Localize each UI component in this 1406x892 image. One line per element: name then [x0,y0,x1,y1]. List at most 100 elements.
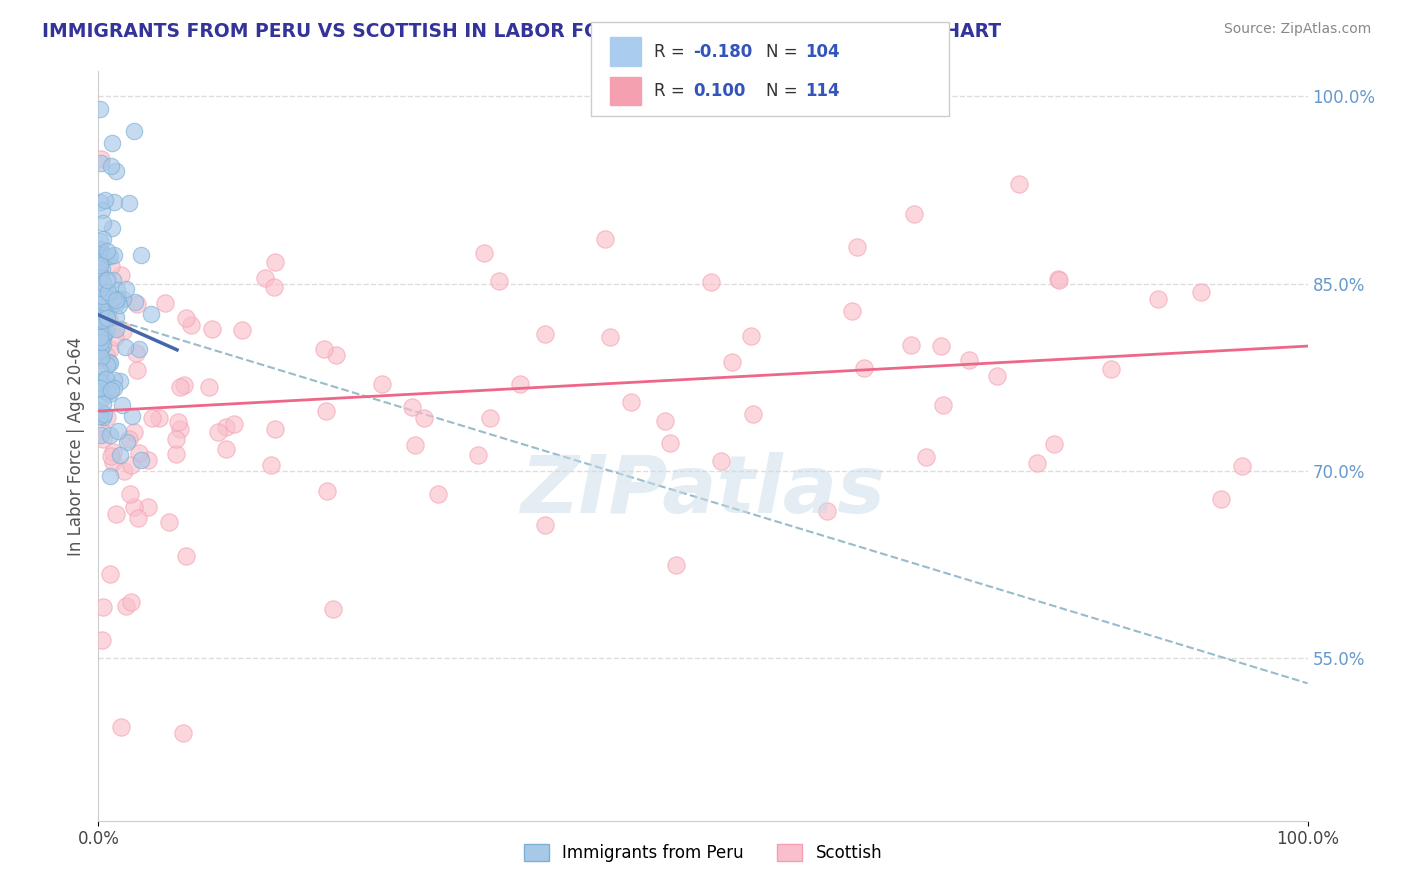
Scottish [467,448,489,462]
Immigrants from Peru [128,342,150,356]
Immigrants from Peru [103,373,125,387]
Scottish [742,407,765,421]
Scottish [91,352,114,367]
Immigrants from Peru [89,301,111,315]
Scottish [118,487,141,501]
Immigrants from Peru [98,292,121,306]
Immigrants from Peru [93,407,115,421]
Scottish [90,424,112,438]
Scottish [710,453,733,467]
Immigrants from Peru [96,272,118,286]
Scottish [124,425,146,440]
Scottish [100,449,122,463]
Scottish [853,361,876,376]
Scottish [91,632,114,647]
Scottish [314,342,336,356]
Scottish [174,311,197,326]
Scottish [815,504,838,518]
Immigrants from Peru [90,427,112,442]
Scottish [413,410,436,425]
Scottish [120,595,142,609]
Scottish [90,153,112,167]
Immigrants from Peru [103,273,125,287]
Scottish [509,376,531,391]
Immigrants from Peru [91,397,114,411]
Scottish [401,400,423,414]
Immigrants from Peru [94,193,117,207]
Immigrants from Peru [89,258,111,272]
Scottish [721,354,744,368]
Scottish [1099,361,1122,376]
Scottish [176,549,198,564]
Scottish [215,442,238,456]
Immigrants from Peru [108,298,131,312]
Text: R =: R = [654,82,690,100]
Immigrants from Peru [98,387,121,401]
Scottish [841,304,863,318]
Scottish [654,414,676,428]
Immigrants from Peru [96,244,118,259]
Scottish [104,507,127,521]
Scottish [136,500,159,514]
Immigrants from Peru [89,343,111,357]
Immigrants from Peru [89,403,111,417]
Immigrants from Peru [89,244,111,259]
Immigrants from Peru [98,356,121,370]
Scottish [120,458,142,472]
Scottish [1026,456,1049,470]
Text: 114: 114 [806,82,841,100]
Immigrants from Peru [91,203,114,218]
Immigrants from Peru [108,375,131,389]
Text: N =: N = [766,82,803,100]
Scottish [110,268,132,282]
Scottish [96,410,118,425]
Immigrants from Peru [96,385,118,400]
Immigrants from Peru [103,291,125,305]
Immigrants from Peru [100,160,122,174]
Scottish [173,378,195,392]
Scottish [1047,273,1070,287]
Scottish [699,275,721,289]
Immigrants from Peru [98,249,121,263]
Immigrants from Peru [107,424,129,438]
Scottish [426,486,449,500]
Scottish [169,422,191,436]
Immigrants from Peru [111,398,134,412]
Immigrants from Peru [89,409,111,423]
Scottish [125,297,148,311]
Scottish [620,395,643,409]
Immigrants from Peru [94,310,117,325]
Immigrants from Peru [97,285,120,299]
Scottish [254,271,277,285]
Scottish [1043,436,1066,450]
Scottish [124,500,146,515]
Immigrants from Peru [91,409,114,424]
Immigrants from Peru [91,328,114,343]
Scottish [103,455,125,469]
Immigrants from Peru [89,330,111,344]
Scottish [264,422,287,436]
Immigrants from Peru [90,311,112,326]
Scottish [846,240,869,254]
Text: IMMIGRANTS FROM PERU VS SCOTTISH IN LABOR FORCE | AGE 20-64 CORRELATION CHART: IMMIGRANTS FROM PERU VS SCOTTISH IN LABO… [42,22,1001,42]
Immigrants from Peru [91,390,114,404]
Immigrants from Peru [114,339,136,353]
Scottish [957,353,980,368]
Scottish [263,280,285,294]
Scottish [94,349,117,363]
Text: 104: 104 [806,43,841,61]
Scottish [371,376,394,391]
Immigrants from Peru [121,409,143,424]
Scottish [118,432,141,446]
Immigrants from Peru [89,243,111,257]
Scottish [986,369,1008,384]
Scottish [138,452,160,467]
Immigrants from Peru [91,312,114,326]
Scottish [932,398,955,412]
Immigrants from Peru [117,434,139,449]
Immigrants from Peru [98,355,121,369]
Scottish [165,433,187,447]
Scottish [201,322,224,336]
Scottish [104,330,127,344]
Scottish [322,601,344,615]
